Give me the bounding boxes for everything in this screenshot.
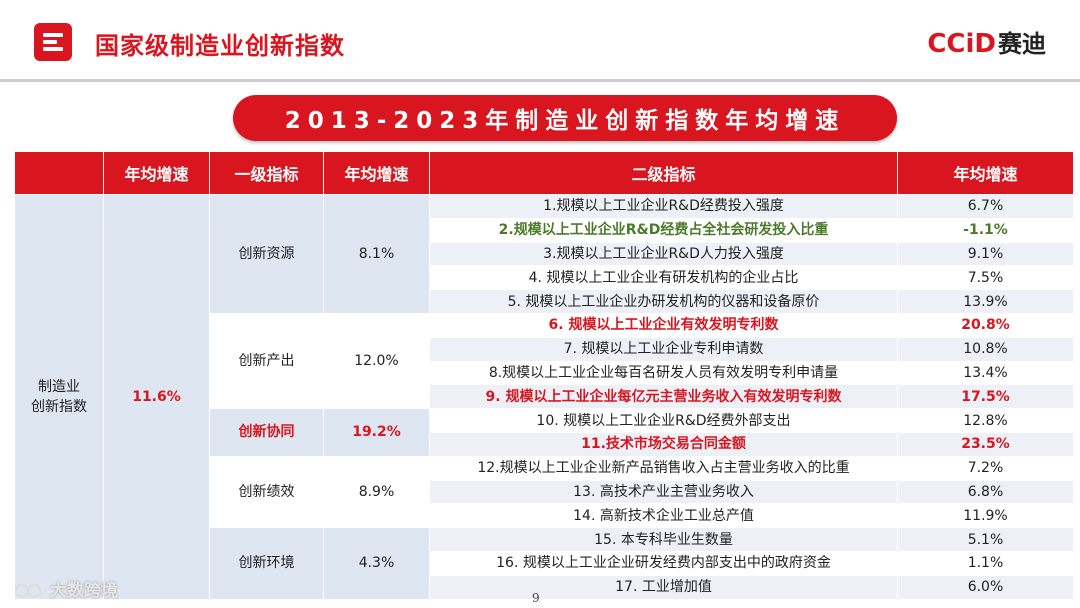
level2-rate: 12.8% [897,408,1074,433]
table-header-row: 年均增速 一级指标 年均增速 二级指标 年均增速 [14,151,1074,195]
header-cell: 一级指标 [209,151,324,195]
table-row: 9. 规模以上工业企业每亿元主营业务收入有效发明专利数 17.5% [15,384,1074,410]
table-row: 创新绩效 8.9% 12.规模以上工业企业新产品销售收入占主营业务收入的比重 7.2% [15,455,1074,529]
level2-indicator: 5. 规模以上工业企业办研发机构的仪器和设备原价 [429,289,898,314]
level1-indicator: 创新产出 [209,312,324,410]
level2-rate: 23.5% [897,431,1074,457]
table-title-banner: 2013-2023年制造业创新指数年均增速 [233,95,897,141]
level2-indicator: 2.规模以上工业企业R&D经费占全社会研发投入比重 [429,217,898,243]
header-cell [14,151,104,195]
level2-rate: 6.0% [897,574,1074,600]
level2-indicator: 11.技术市场交易合同金额 [429,431,898,457]
table-row: 创新产出 12.0% 6. 规模以上工业企业有效发明专利数 20.8% [15,312,1074,410]
level2-indicator: 8.规模以上工业企业每百名研发人员有效发明专利申请量 [429,360,898,386]
table-row: 16. 规模以上工业企业研发经费内部支出中的政府资金 1.1% [15,550,1074,576]
table-row: 17. 工业增加值 6.0% [15,574,1074,600]
header-cell: 年均增速 [103,151,210,195]
logo-cn: 赛迪 [998,30,1046,58]
table-row: 2.规模以上工业企业R&D经费占全社会研发投入比重 -1.1% [15,217,1074,243]
watermark-text: 大数跨境 [49,581,118,601]
level2-indicator: 4. 规模以上工业企业有研发机构的企业占比 [429,265,898,291]
header-cell: 年均增速 [323,151,430,195]
level2-indicator: 7. 规模以上工业企业专利申请数 [429,336,898,362]
menu-icon [34,23,72,61]
level1-indicator: 创新绩效 [209,455,324,529]
level2-indicator: 12.规模以上工业企业新产品销售收入占主营业务收入的比重 [429,455,898,481]
header-divider [0,79,1080,82]
level2-indicator: 16. 规模以上工业企业研发经费内部支出中的政府资金 [429,550,898,576]
level2-rate: 10.8% [897,336,1074,362]
slide-title: 国家级制造业创新指数 [95,32,345,60]
page-number: 9 [532,591,540,605]
level2-indicator: 17. 工业增加值 [429,574,898,600]
ccid-logo: CCiD赛迪 [927,24,1046,59]
table-row: 7. 规模以上工业企业专利申请数 10.8% [15,336,1074,362]
level2-indicator: 1.规模以上工业企业R&D经费投入强度 [429,194,898,219]
level2-rate: 9.1% [897,241,1074,267]
watermark-logo-icon [15,584,41,598]
level1-rate: 19.2% [323,408,430,457]
level2-rate: 6.7% [897,194,1074,219]
table-body: 制造业 创新指数 11.6% 创新资源 8.1% 1.规模以上工业企业R&D经费投入强度… [14,194,1074,600]
level2-indicator: 15. 本专科毕业生数量 [429,527,898,552]
root-index-name: 制造业 创新指数 [14,194,104,600]
level2-indicator: 14. 高新技术企业工业总产值 [429,503,898,529]
level1-rate: 12.0% [323,312,430,410]
level2-rate: 13.9% [897,289,1074,314]
root-index-rate: 11.6% [103,194,210,600]
table-row: 14. 高新技术企业工业总产值 11.9% [15,503,1074,529]
level2-rate: 1.1% [897,550,1074,576]
level2-rate: 7.2% [897,455,1074,481]
level2-rate: 20.8% [897,312,1074,338]
level2-rate: 6.8% [897,479,1074,505]
level1-indicator: 创新环境 [209,527,324,600]
level1-indicator: 创新资源 [209,194,324,314]
level2-rate: 5.1% [897,527,1074,552]
table-row: 制造业 创新指数 11.6% 创新资源 8.1% 1.规模以上工业企业R&D经费投入强度… [14,194,1074,600]
level1-rate: 4.3% [323,527,430,600]
logo-text: CCiD [927,29,996,59]
table-row: 11.技术市场交易合同金额 23.5% [15,431,1074,457]
level2-rate: 7.5% [897,265,1074,291]
level1-rate: 8.9% [323,455,430,529]
level2-rate: 11.9% [897,503,1074,529]
slide-header: 国家级制造业创新指数 CCiD赛迪 [0,0,1080,82]
level1-rate: 8.1% [323,194,430,314]
table-row: 8.规模以上工业企业每百名研发人员有效发明专利申请量 13.4% [15,360,1074,386]
table-row: 创新环境 4.3% 15. 本专科毕业生数量 5.1% [15,527,1074,600]
level2-indicator: 6. 规模以上工业企业有效发明专利数 [429,312,898,338]
level1-indicator: 创新协同 [209,408,324,457]
level2-rate: 13.4% [897,360,1074,386]
level2-indicator: 3.规模以上工业企业R&D人力投入强度 [429,241,898,267]
innovation-index-table: 年均增速 一级指标 年均增速 二级指标 年均增速 制造业 创新指数 11.6% 创新… [14,151,1074,600]
table-row: 5. 规模以上工业企业办研发机构的仪器和设备原价 13.9% [15,289,1074,314]
level2-indicator: 9. 规模以上工业企业每亿元主营业务收入有效发明专利数 [429,384,898,410]
header-cell: 年均增速 [897,151,1074,195]
level2-rate: -1.1% [897,217,1074,243]
header-cell: 二级指标 [429,151,898,195]
table-row: 3.规模以上工业企业R&D人力投入强度 9.1% [15,241,1074,267]
level2-rate: 17.5% [897,384,1074,410]
table-row: 13. 高技术产业主营业务收入 6.8% [15,479,1074,505]
level2-indicator: 13. 高技术产业主营业务收入 [429,479,898,505]
level2-indicator: 10. 规模以上工业企业R&D经费外部支出 [429,408,898,433]
table-row: 创新协同 19.2% 10. 规模以上工业企业R&D经费外部支出 12.8% [15,408,1074,457]
watermark: 大数跨境 [14,576,118,601]
